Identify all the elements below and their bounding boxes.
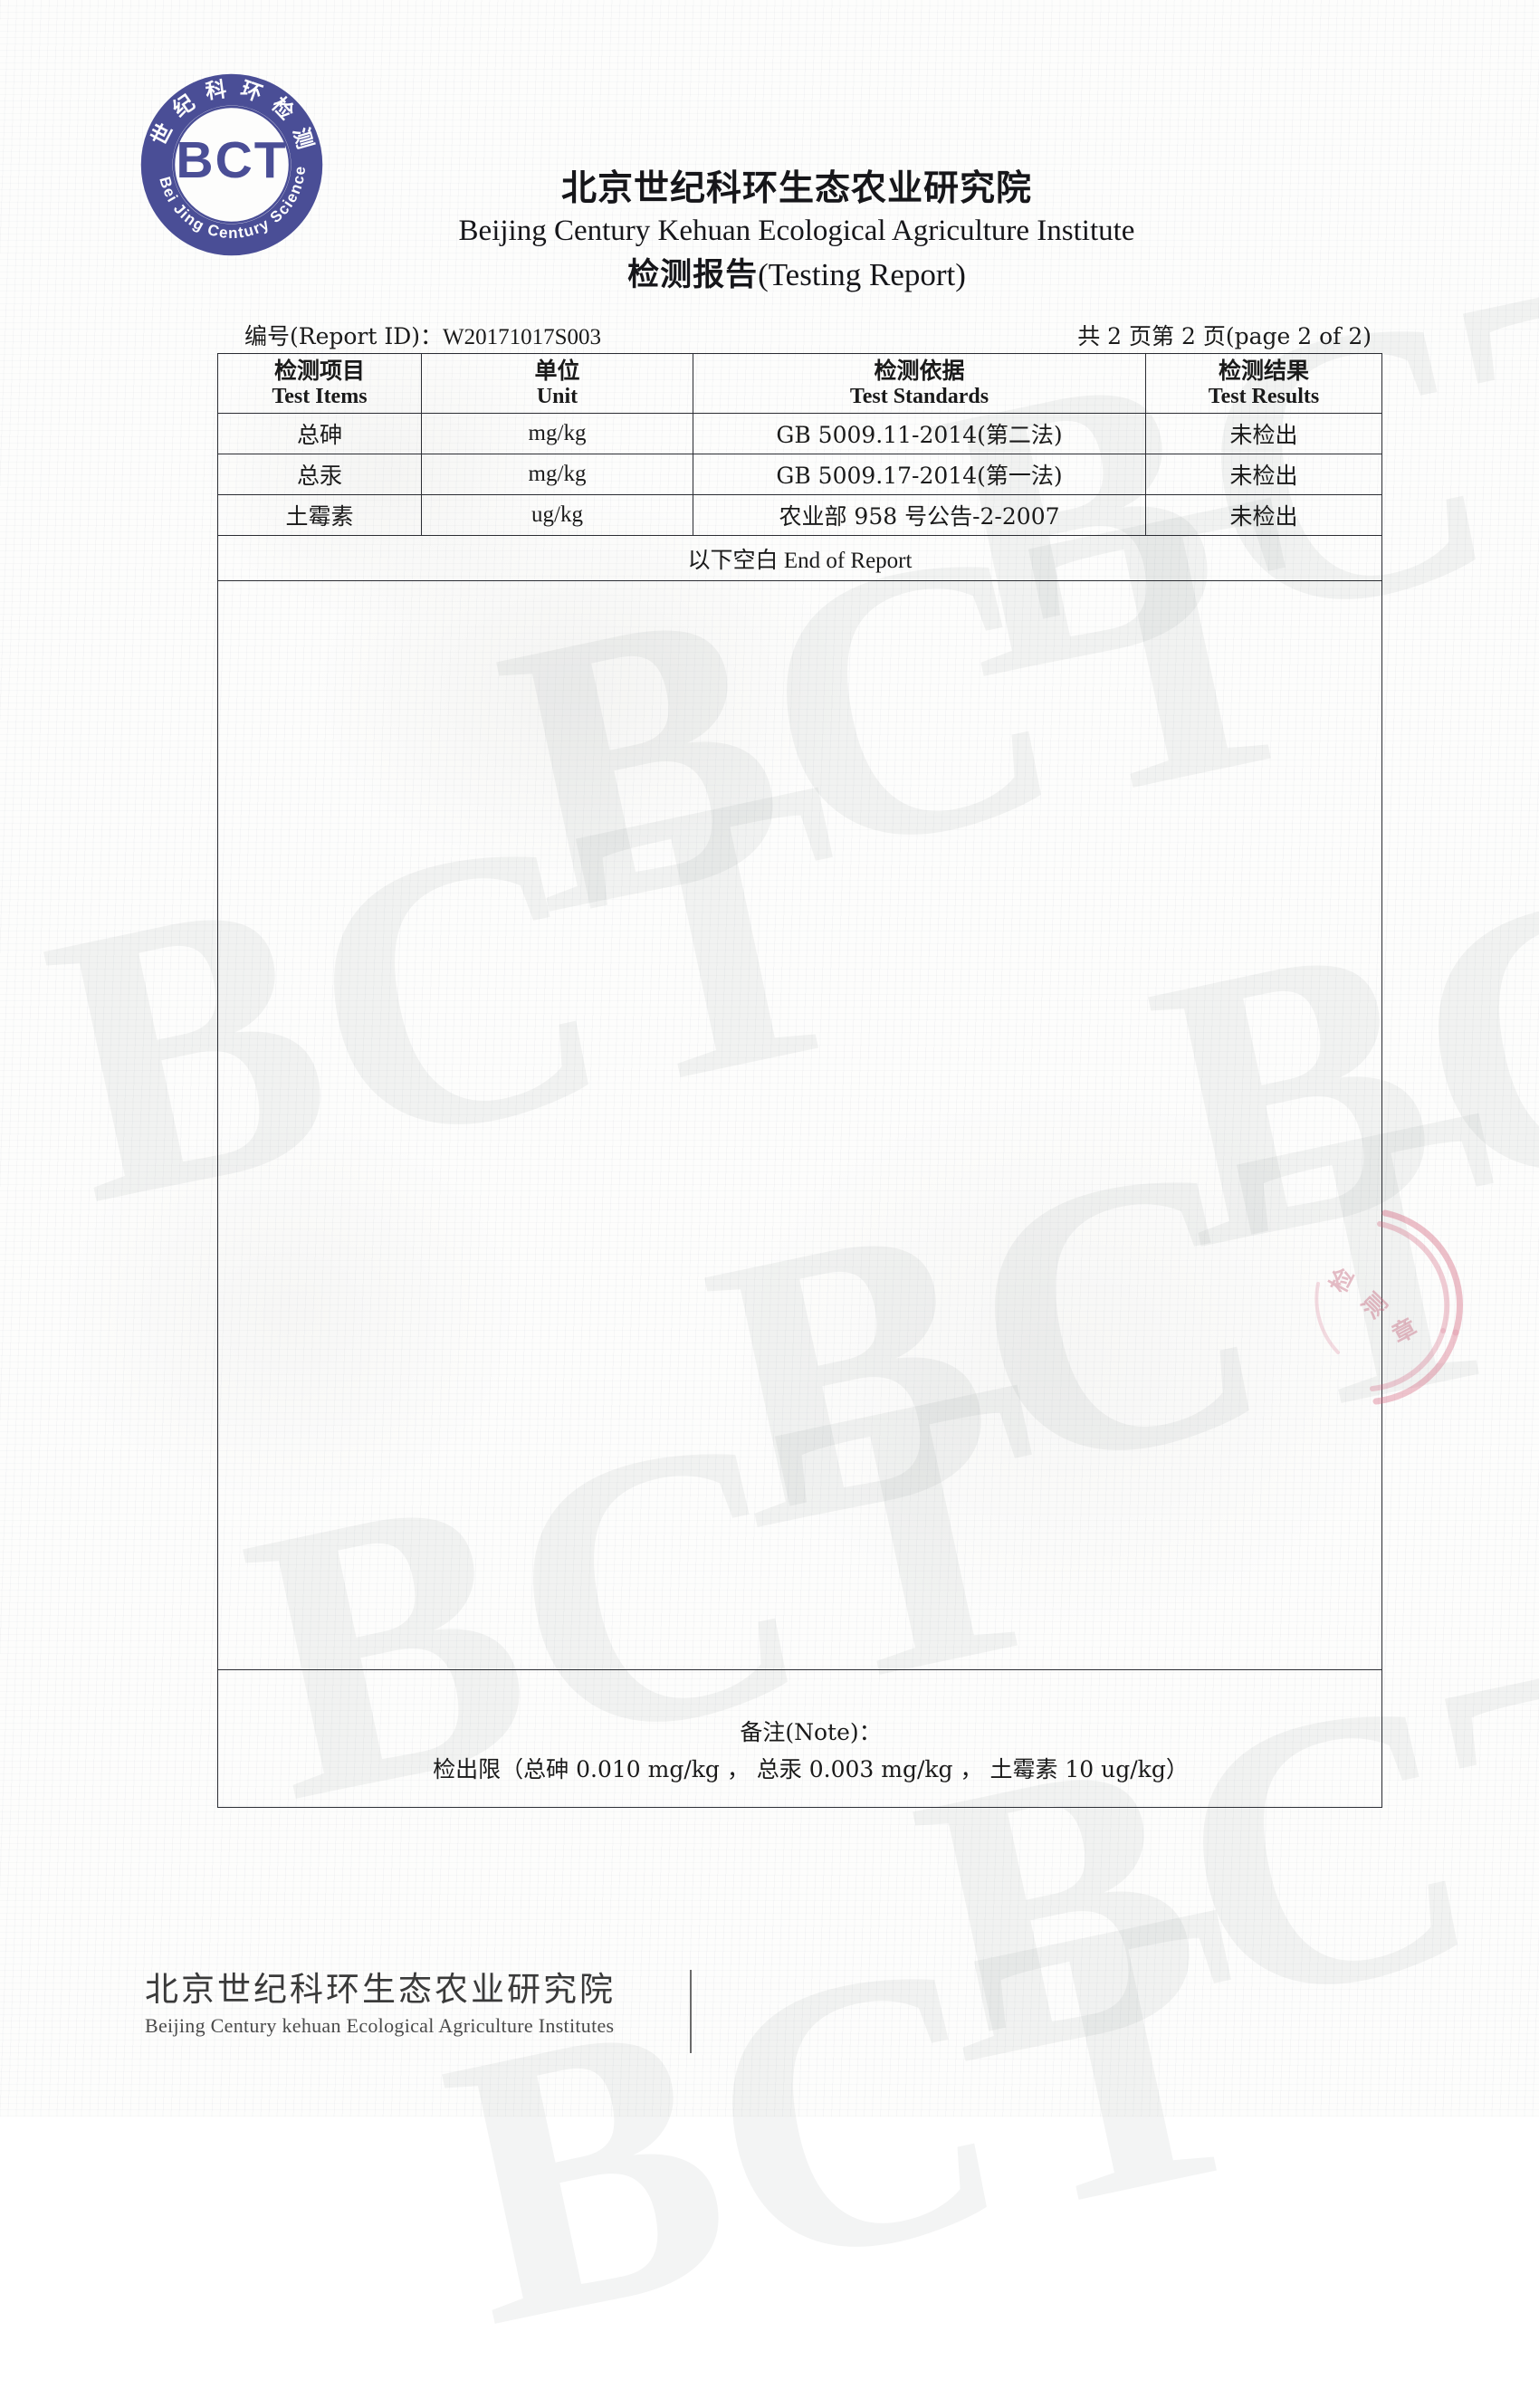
footer-org-en: Beijing Century kehuan Ecological Agricu… [145,2014,615,2038]
svg-text:BCT: BCT [176,131,287,189]
report-title: 检测报告(Testing Report) [299,256,1295,294]
column-header-unit-en: Unit [536,384,578,408]
column-header-unit: 单位 Unit [421,353,693,414]
footer-org-cn: 北京世纪科环生态农业研究院 [145,1970,616,2009]
column-header-test-standards-en: Test Standards [849,384,989,408]
cell-test-result: 未检出 [1145,454,1382,495]
blank-area [217,580,1382,1670]
report-title-cn: 检测报告 [627,255,759,293]
cell-unit: ug/kg [421,494,693,536]
cell-test-result: 未检出 [1145,413,1382,454]
report-title-en: (Testing Report) [758,256,966,292]
cell-test-standard: GB 5009.11-2014(第二法) [693,413,1146,454]
page-footer: 北京世纪科环生态农业研究院 Beijing Century kehuan Eco… [145,1969,706,2038]
column-header-test-standards-cn: 检测依据 [874,357,965,384]
cell-test-result: 未检出 [1145,494,1382,536]
footer-divider [690,1970,692,2053]
end-of-report-text: 以下空白 End of Report [217,535,1382,581]
table-header-row: 检测项目 Test Items 单位 Unit 检测依据 Test Standa… [217,353,1382,414]
note-label: 备注(Note)： [740,1719,882,1745]
report-header: 世纪科环检测 Bei Jing Century Science Testing … [0,0,1539,317]
org-name-en: Beijing Century Kehuan Ecological Agricu… [458,215,1135,248]
cell-test-item: 总砷 [217,413,422,454]
column-header-test-results-cn: 检测结果 [1218,357,1309,384]
page-indicator: 共 2 页第 2 页(page 2 of 2) [1077,323,1372,349]
cell-test-item: 土霉素 [217,494,422,536]
column-header-test-standards: 检测依据 Test Standards [693,353,1146,414]
blank-area-row [217,580,1382,1670]
cell-test-item: 总汞 [217,454,422,495]
column-header-test-items: 检测项目 Test Items [217,353,422,414]
report-id-value: W20171017S003 [443,325,602,349]
report-title-block: 北京世纪科环生态农业研究院 Beijing Century Kehuan Eco… [299,167,1295,294]
column-header-test-results: 检测结果 Test Results [1145,353,1382,414]
note-text: 检出限（总砷 0.010 mg/kg ， 总汞 0.003 mg/kg ， 土霉… [433,1755,1189,1782]
column-header-test-items-cn: 检测项目 [273,357,365,384]
report-id-label: 编号(Report ID)： [244,323,444,349]
table-row: 总砷 mg/kg GB 5009.11-2014(第二法) 未检出 [217,413,1382,454]
table-row: 总汞 mg/kg GB 5009.17-2014(第一法) 未检出 [217,454,1382,495]
end-of-report-en: End of Report [783,548,913,573]
report-id: 编号(Report ID)：W20171017S003 [244,319,601,351]
note-cell: 备注(Note)： 检出限（总砷 0.010 mg/kg ， 总汞 0.003 … [217,1669,1382,1808]
report-meta-line: 编号(Report ID)：W20171017S003 共 2 页第 2 页(p… [217,319,1381,353]
cell-unit: mg/kg [421,413,693,454]
cell-test-standard: 农业部 958 号公告-2-2007 [693,494,1146,536]
bct-seal-logo: 世纪科环检测 Bei Jing Century Science Testing … [132,57,326,259]
column-header-test-items-en: Test Items [272,384,368,408]
test-results-table: 检测项目 Test Items 单位 Unit 检测依据 Test Standa… [217,353,1382,1808]
cell-unit: mg/kg [421,454,693,495]
note-row: 备注(Note)： 检出限（总砷 0.010 mg/kg ， 总汞 0.003 … [217,1669,1382,1808]
column-header-test-results-en: Test Results [1208,384,1320,408]
end-of-report-row: 以下空白 End of Report [217,535,1382,581]
end-of-report-cn: 以下空白 [687,546,779,573]
column-header-unit-cn: 单位 [534,357,580,384]
cell-test-standard: GB 5009.17-2014(第一法) [693,454,1146,495]
org-name-cn: 北京世纪科环生态农业研究院 [560,167,1032,209]
table-row: 土霉素 ug/kg 农业部 958 号公告-2-2007 未检出 [217,494,1382,536]
